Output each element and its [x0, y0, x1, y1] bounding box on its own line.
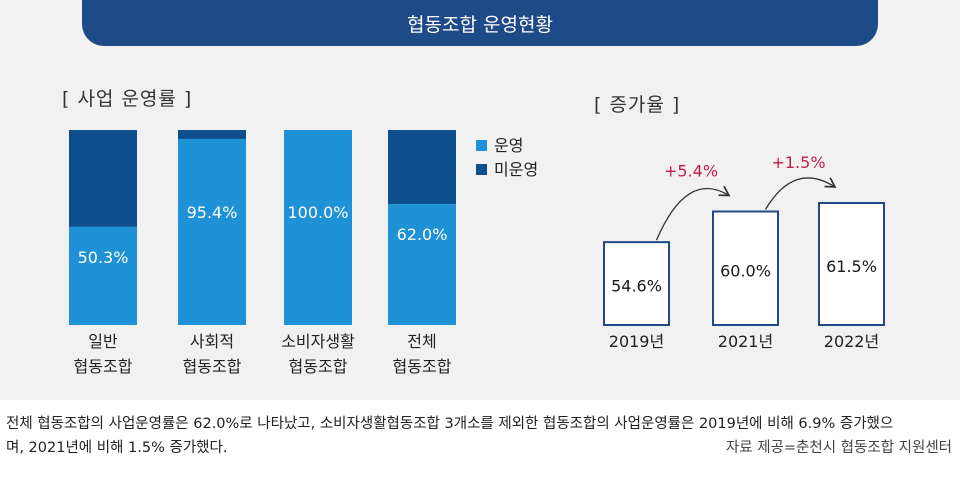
chart-panel — [0, 0, 960, 400]
bar-operating — [284, 130, 352, 325]
category-label: 전체 — [407, 332, 436, 351]
bar-value-label: 50.3% — [78, 248, 129, 267]
growth-annotation: +5.4% — [664, 162, 718, 181]
growth-value-label: 60.0% — [720, 261, 771, 280]
legend-swatch — [476, 140, 487, 151]
growth-bar — [603, 241, 670, 326]
bar-not-operating — [69, 130, 137, 227]
caption: 전체 협동조합의 사업운영률은 62.0%로 나타났고, 소비자생활협동조합 3… — [6, 412, 958, 460]
bar-value-label: 95.4% — [187, 203, 238, 222]
source-credit: 자료 제공=춘천시 협동조합 지원센터 — [725, 440, 952, 456]
legend-label: 미운영 — [494, 160, 538, 179]
left-chart-label: [ 사업 운영률 ] — [62, 88, 193, 110]
bar-operating — [69, 226, 137, 325]
growth-value-label: 54.6% — [611, 277, 662, 296]
legend-swatch — [476, 164, 487, 175]
legend-label: 운영 — [494, 136, 523, 155]
page-title: 협동조합 운영현황 — [407, 13, 553, 36]
category-label: 협동조합 — [74, 357, 133, 376]
category-label: 협동조합 — [289, 357, 348, 376]
growth-bar — [818, 202, 885, 326]
caption-line-1: 전체 협동조합의 사업운영률은 62.0%로 나타났고, 소비자생활협동조합 3… — [6, 416, 894, 432]
growth-bar — [712, 210, 779, 326]
category-label: 협동조합 — [183, 357, 242, 376]
growth-value-label: 61.5% — [826, 257, 877, 276]
category-label: 사회적 — [190, 332, 234, 351]
category-label: 소비자생활 — [281, 332, 355, 351]
bar-value-label: 62.0% — [397, 225, 448, 244]
bar-operating — [388, 204, 456, 325]
year-label: 2019년 — [609, 332, 664, 351]
category-label: 협동조합 — [393, 357, 452, 376]
bar-operating — [178, 138, 246, 325]
growth-annotation: +1.5% — [771, 153, 825, 172]
year-label: 2022년 — [824, 332, 879, 351]
growth-arrow — [764, 177, 837, 210]
category-label: 일반 — [88, 332, 118, 351]
bar-not-operating — [388, 130, 456, 205]
caption-line-2: 며, 2021년에 비해 1.5% 증가했다. — [6, 440, 228, 456]
growth-arrow — [655, 185, 731, 241]
bar-not-operating — [178, 130, 246, 139]
title-banner: 협동조합 운영현황 — [82, 0, 878, 46]
bar-value-label: 100.0% — [287, 203, 348, 222]
right-chart-label: [ 증가율 ] — [594, 94, 681, 116]
year-label: 2021년 — [718, 332, 773, 351]
